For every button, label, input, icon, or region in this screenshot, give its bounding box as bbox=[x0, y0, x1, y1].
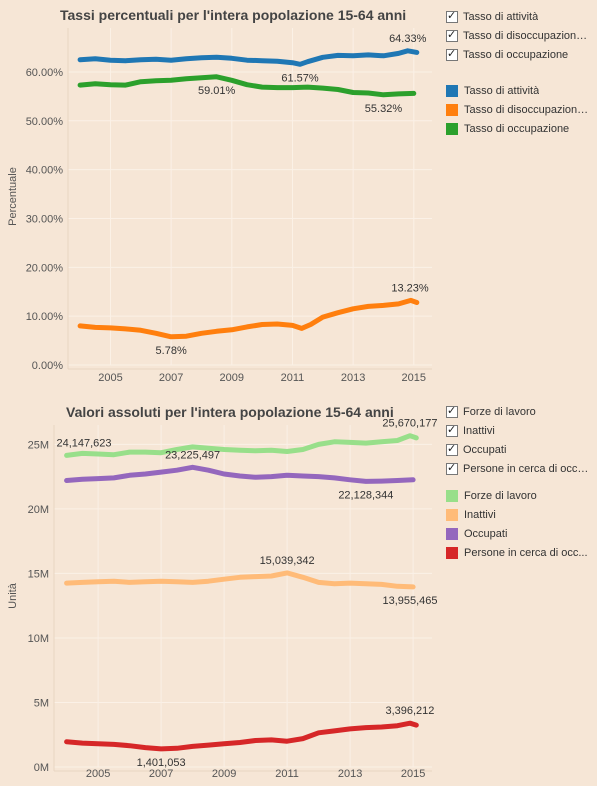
data-label: 5.78% bbox=[156, 345, 187, 357]
absolute-chart-svg: 0M 5M 10M 15M 20M 25M 2005 2007 2009 2011 2013 2015… bbox=[7, 418, 438, 780]
series-line bbox=[64, 570, 416, 590]
x-tick-label: 2005 bbox=[86, 768, 110, 780]
y-tick-label: 30.00% bbox=[26, 213, 64, 225]
legend-swatch bbox=[446, 546, 458, 559]
legend-item-persone-in-cerca[interactable]: Persone in cerca di occ... bbox=[446, 543, 596, 562]
x-tick-label: 2013 bbox=[341, 372, 365, 384]
series-line bbox=[64, 464, 416, 484]
y-tick-label: 20M bbox=[28, 504, 49, 516]
data-label: 22,128,344 bbox=[338, 489, 393, 501]
series-line bbox=[64, 720, 419, 752]
x-tick-label: 2009 bbox=[220, 372, 244, 384]
legend-swatch bbox=[446, 122, 458, 135]
data-label: 24,147,623 bbox=[56, 437, 111, 449]
chart-panel-rates: Tassi percentuali per l'intera popolazio… bbox=[0, 0, 440, 395]
data-label: 3,396,212 bbox=[385, 705, 434, 717]
data-label: 13.23% bbox=[391, 282, 429, 294]
legend-swatch bbox=[446, 103, 458, 116]
legend-swatch bbox=[446, 508, 458, 521]
y-tick-label: 10.00% bbox=[26, 311, 64, 323]
y-tick-label: 10M bbox=[28, 633, 49, 645]
y-tick-label: 15M bbox=[28, 568, 49, 580]
y-tick-label: 25M bbox=[28, 439, 49, 451]
y-tick-label: 0.00% bbox=[32, 360, 63, 372]
checkbox-icon[interactable] bbox=[446, 423, 458, 437]
data-label: 61.57% bbox=[281, 72, 319, 84]
checkbox-icon[interactable] bbox=[446, 47, 458, 61]
legend-item-forze-di-lavoro[interactable]: Forze di lavoro bbox=[446, 486, 596, 505]
y-tick-label: 5M bbox=[34, 697, 49, 709]
y-tick-label: 20.00% bbox=[26, 262, 64, 274]
legend-item-inattivi[interactable]: Inattivi bbox=[446, 505, 596, 524]
legend-swatch bbox=[446, 527, 458, 540]
x-tick-label: 2005 bbox=[98, 372, 122, 384]
filter-list-rates: Tasso di attività Tasso di disoccupazion… bbox=[446, 7, 596, 64]
y-tick-label: 0M bbox=[34, 762, 49, 774]
color-legend-absolute: Forze di lavoro Inattivi Occupati Person… bbox=[446, 486, 596, 562]
series-line bbox=[64, 433, 419, 458]
data-label: 59.01% bbox=[198, 85, 236, 97]
rates-chart-svg: 0.00% 10.00% 20.00% 30.00% 40.00% 50.00% 60.00… bbox=[7, 28, 432, 384]
filter-persone-in-cerca[interactable]: Persone in cerca di occu... bbox=[446, 459, 596, 478]
data-label: 1,401,053 bbox=[137, 757, 186, 769]
x-tick-label: 2009 bbox=[212, 768, 236, 780]
x-tick-label: 2015 bbox=[402, 372, 426, 384]
legend-item-tasso-occupazione[interactable]: Tasso di occupazione bbox=[446, 119, 596, 138]
checkbox-icon[interactable] bbox=[446, 9, 458, 23]
checkbox-icon[interactable] bbox=[446, 442, 458, 456]
x-tick-label: 2011 bbox=[275, 768, 299, 780]
series-line bbox=[77, 48, 420, 67]
data-label: 25,670,177 bbox=[382, 418, 437, 430]
legend-swatch bbox=[446, 84, 458, 97]
chart-title-absolute: Valori assoluti per l'intera popolazione… bbox=[66, 404, 394, 420]
legend-rates: Tasso di attività Tasso di disoccupazion… bbox=[446, 7, 596, 138]
legend-absolute: Forze di lavoro Inattivi Occupati Person… bbox=[446, 402, 596, 562]
y-tick-label: 50.00% bbox=[26, 116, 64, 128]
x-tick-label: 2013 bbox=[338, 768, 362, 780]
y-axis-title: Percentuale bbox=[7, 167, 19, 226]
series-line bbox=[77, 297, 420, 340]
filter-tasso-disoccupazione[interactable]: Tasso di disoccupazione... bbox=[446, 26, 596, 45]
y-tick-label: 60.00% bbox=[26, 67, 64, 79]
data-label: 64.33% bbox=[389, 33, 427, 45]
filter-forze-di-lavoro[interactable]: Forze di lavoro bbox=[446, 402, 596, 421]
y-tick-label: 40.00% bbox=[26, 165, 64, 177]
data-label: 55.32% bbox=[365, 103, 403, 115]
filter-inattivi[interactable]: Inattivi bbox=[446, 421, 596, 440]
checkbox-icon[interactable] bbox=[446, 461, 458, 475]
data-label: 15,039,342 bbox=[260, 555, 315, 567]
checkbox-icon[interactable] bbox=[446, 404, 458, 418]
chart-panel-absolute: Valori assoluti per l'intera popolazione… bbox=[0, 395, 440, 786]
y-axis-title: Unità bbox=[7, 582, 19, 609]
legend-item-tasso-disoccupazione[interactable]: Tasso di disoccupazione... bbox=[446, 100, 596, 119]
color-legend-rates: Tasso di attività Tasso di disoccupazion… bbox=[446, 81, 596, 138]
checkbox-icon[interactable] bbox=[446, 28, 458, 42]
legend-item-occupati[interactable]: Occupati bbox=[446, 524, 596, 543]
filter-tasso-occupazione[interactable]: Tasso di occupazione bbox=[446, 45, 596, 64]
data-label: 23,225,497 bbox=[165, 449, 220, 461]
filter-tasso-attivita[interactable]: Tasso di attività bbox=[446, 7, 596, 26]
x-tick-label: 2007 bbox=[159, 372, 183, 384]
data-label: 13,955,465 bbox=[382, 595, 437, 607]
x-tick-label: 2011 bbox=[281, 372, 305, 384]
series-line bbox=[77, 74, 417, 98]
filter-occupati[interactable]: Occupati bbox=[446, 440, 596, 459]
x-tick-label: 2015 bbox=[401, 768, 425, 780]
x-tick-label: 2007 bbox=[149, 768, 173, 780]
legend-item-tasso-attivita[interactable]: Tasso di attività bbox=[446, 81, 596, 100]
filter-list-absolute: Forze di lavoro Inattivi Occupati Person… bbox=[446, 402, 596, 478]
legend-swatch bbox=[446, 489, 458, 502]
chart-title-rates: Tassi percentuali per l'intera popolazio… bbox=[60, 7, 407, 23]
